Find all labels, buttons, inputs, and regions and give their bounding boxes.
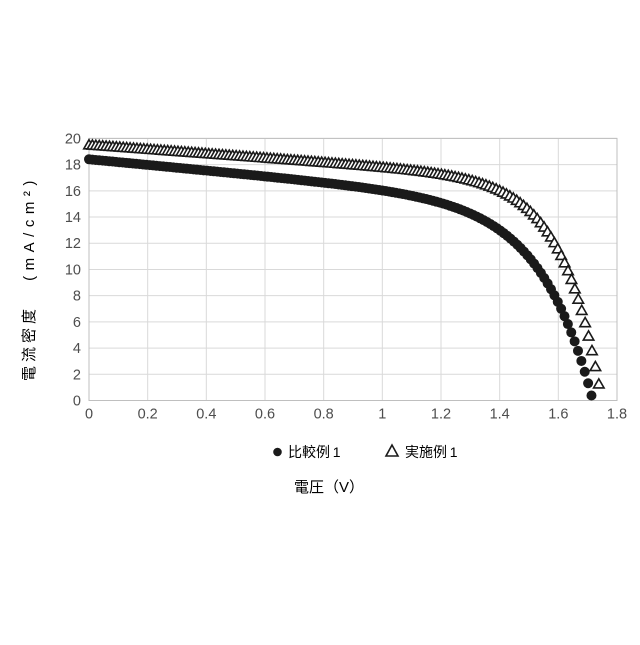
svg-text:電圧（V）: 電圧（V） (294, 479, 364, 496)
svg-text:比較例 1: 比較例 1 (288, 444, 341, 460)
svg-text:1.4: 1.4 (490, 407, 510, 423)
svg-text:8: 8 (73, 289, 81, 305)
svg-text:6: 6 (73, 315, 81, 331)
svg-text:電流密度: 電流密度 (21, 305, 38, 381)
svg-text:18: 18 (65, 158, 81, 174)
svg-text:2: 2 (73, 367, 81, 383)
svg-text:4: 4 (73, 341, 81, 357)
svg-text:0.8: 0.8 (314, 407, 334, 423)
svg-text:0.2: 0.2 (138, 407, 158, 423)
svg-text:12: 12 (65, 236, 81, 252)
svg-text:0.4: 0.4 (196, 407, 216, 423)
svg-text:14: 14 (65, 210, 81, 226)
svg-text:16: 16 (65, 184, 81, 200)
svg-text:1.6: 1.6 (548, 407, 568, 423)
svg-text:(mA/cm²): (mA/cm²) (21, 175, 38, 281)
svg-text:0: 0 (85, 407, 93, 423)
svg-text:0.6: 0.6 (255, 407, 275, 423)
svg-text:20: 20 (65, 131, 81, 147)
svg-text:1.2: 1.2 (431, 407, 451, 423)
svg-text:0: 0 (73, 394, 81, 410)
svg-text:実施例 1: 実施例 1 (405, 444, 458, 460)
svg-text:10: 10 (65, 262, 81, 278)
svg-text:1.8: 1.8 (607, 407, 627, 423)
svg-text:1: 1 (378, 407, 386, 423)
